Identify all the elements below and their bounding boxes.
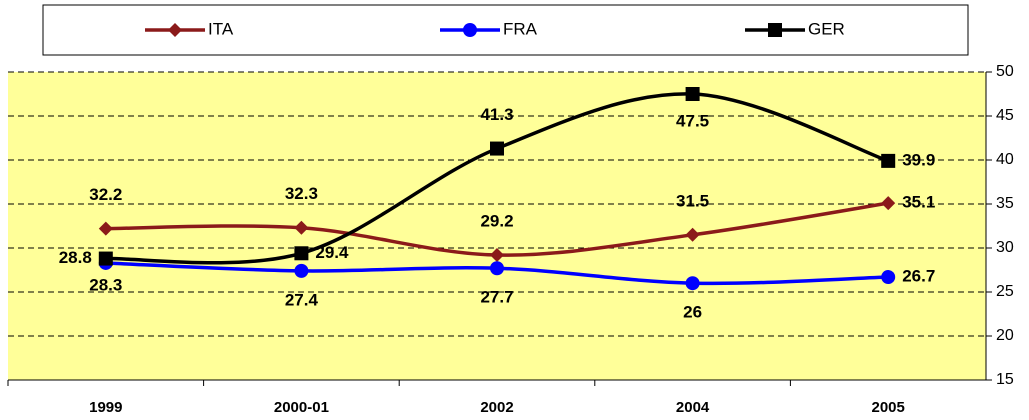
x-tick-label: 2002	[480, 399, 513, 416]
marker	[490, 141, 504, 156]
x-tick-label: 1999	[89, 399, 122, 416]
marker	[98, 221, 113, 236]
x-tick-label: 2004	[676, 399, 710, 416]
legend-marker	[463, 23, 477, 37]
marker	[294, 220, 309, 235]
y-tick-label: 40	[996, 151, 1014, 168]
marker	[490, 248, 504, 263]
marker	[685, 227, 700, 242]
y-tick-label: 25	[996, 283, 1014, 300]
data-label: 29.4	[315, 243, 349, 262]
data-label: 29.2	[480, 212, 513, 231]
legend-label: GER	[808, 19, 845, 38]
marker	[881, 196, 896, 211]
legend-marker	[168, 23, 182, 37]
marker	[98, 251, 113, 266]
data-label: 31.5	[676, 191, 709, 210]
data-label: 28.8	[59, 248, 92, 267]
marker	[294, 246, 309, 261]
marker	[881, 270, 896, 285]
data-label: 32.3	[285, 184, 318, 203]
y-tick-label: 35	[996, 195, 1014, 212]
marker	[490, 261, 504, 276]
legend-label: ITA	[208, 19, 234, 38]
data-label: 39.9	[902, 150, 935, 169]
data-label: 26.7	[902, 267, 935, 286]
data-label: 32.2	[89, 185, 122, 204]
marker	[685, 276, 700, 291]
data-label: 47.5	[676, 111, 709, 130]
marker	[881, 153, 896, 168]
data-label: 27.4	[285, 290, 319, 309]
y-tick-label: 50	[996, 63, 1014, 80]
y-tick-label: 30	[996, 239, 1014, 256]
x-tick-label: 2005	[872, 399, 905, 416]
y-tick-label: 45	[996, 107, 1014, 124]
x-tick-label: 2000-01	[274, 399, 329, 416]
data-label: 35.1	[902, 193, 935, 212]
data-label: 28.3	[89, 275, 122, 294]
data-label: 26	[683, 303, 702, 322]
legend-marker	[768, 23, 782, 37]
data-label: 41.3	[480, 105, 513, 124]
y-tick-label: 20	[996, 327, 1014, 344]
legend-label: FRA	[503, 19, 538, 38]
marker	[685, 87, 700, 101]
y-tick-label: 15	[996, 371, 1014, 388]
marker	[294, 263, 309, 278]
data-label: 27.7	[480, 288, 513, 307]
